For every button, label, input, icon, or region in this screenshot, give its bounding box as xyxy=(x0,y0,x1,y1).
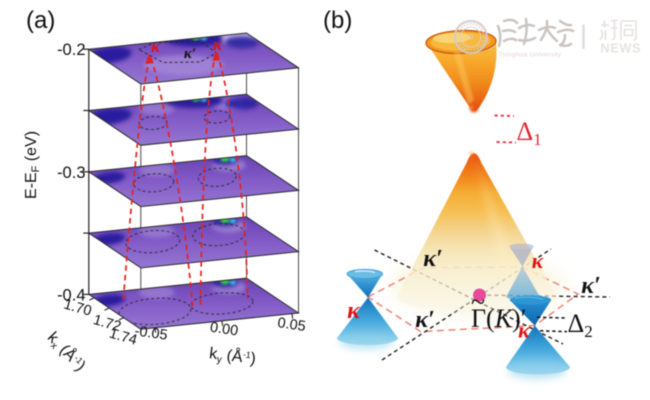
svg-text:1.74: 1.74 xyxy=(107,326,139,349)
svg-text:0.00: 0.00 xyxy=(209,320,239,340)
svg-text:E-EF (eV): E-EF (eV) xyxy=(23,131,42,199)
svg-text:κ′: κ′ xyxy=(184,46,196,62)
svg-text:-0.4: -0.4 xyxy=(57,286,85,304)
svg-text:κ: κ xyxy=(518,318,531,343)
svg-text:-0.3: -0.3 xyxy=(57,164,85,182)
svg-text:κ: κ xyxy=(347,298,361,324)
svg-text:~: ~ xyxy=(471,288,485,317)
svg-text:κ′: κ′ xyxy=(423,246,442,272)
svg-text:(a): (a) xyxy=(26,7,55,34)
svg-text:κ: κ xyxy=(532,248,545,273)
svg-text:κ′: κ′ xyxy=(581,273,600,299)
svg-text:κ: κ xyxy=(151,37,161,56)
svg-text:NEWS: NEWS xyxy=(601,42,642,56)
svg-text:1.72: 1.72 xyxy=(91,312,123,335)
svg-text:Tsinghua University: Tsinghua University xyxy=(499,52,562,59)
svg-text:Γ(K)′: Γ(K)′ xyxy=(471,304,526,333)
svg-text:1.70: 1.70 xyxy=(62,297,94,320)
svg-text:κ: κ xyxy=(213,35,223,54)
svg-text:(b): (b) xyxy=(323,7,352,34)
svg-text:κ′: κ′ xyxy=(415,307,434,333)
svg-text:-0.2: -0.2 xyxy=(57,41,85,59)
svg-text:0.05: 0.05 xyxy=(276,315,306,335)
svg-text:-0.05: -0.05 xyxy=(134,323,169,343)
